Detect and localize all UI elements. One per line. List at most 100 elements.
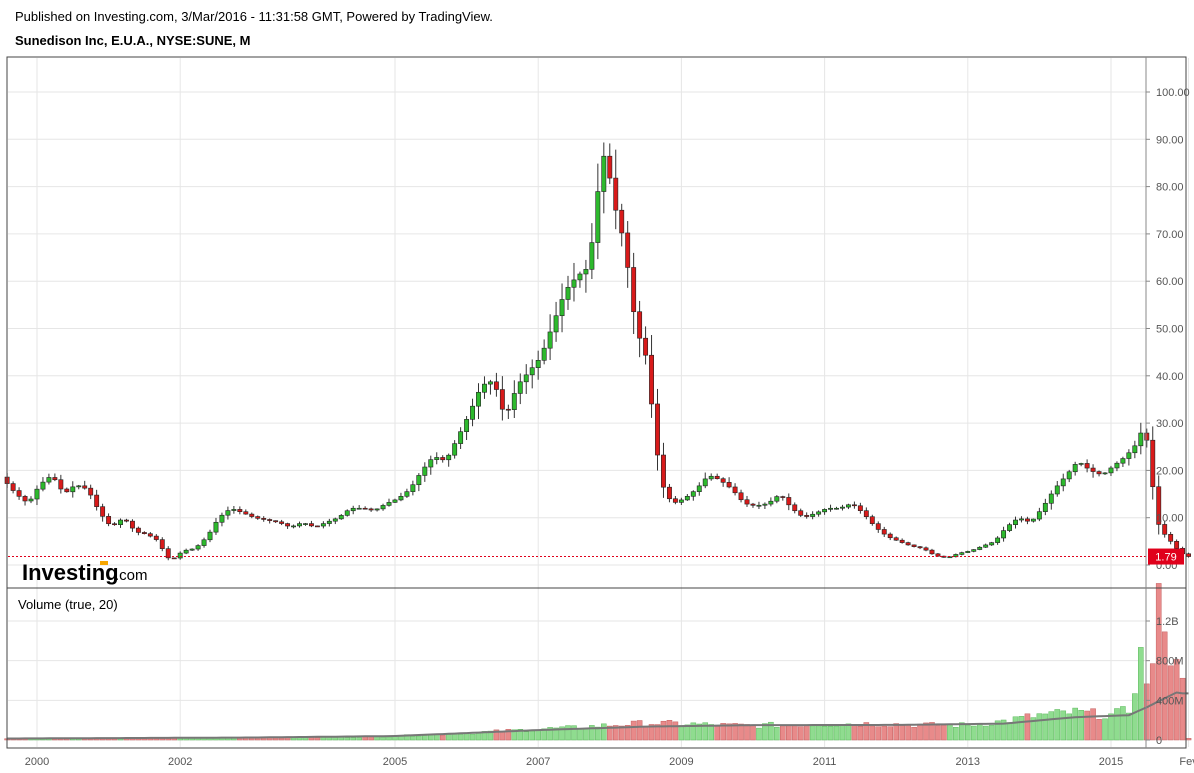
candle-body <box>249 513 255 517</box>
candle-body <box>1066 471 1072 480</box>
current-price-label: 1.79 <box>1155 552 1176 564</box>
volume-bar <box>1090 708 1096 741</box>
volume-bar <box>1120 706 1126 741</box>
volume-bar <box>851 724 858 741</box>
candle-body <box>416 475 422 486</box>
price-tick-label: 50.00 <box>1156 324 1184 336</box>
volume-bar <box>1066 713 1072 741</box>
volume-bar <box>499 731 506 741</box>
volume-indicator-label: Volume (true, 20) <box>18 597 118 612</box>
volume-bar <box>1185 738 1192 741</box>
candle-body <box>1174 541 1180 549</box>
candle-body <box>1102 472 1108 475</box>
candle-body <box>649 354 654 405</box>
candle-body <box>159 539 165 549</box>
candle-body <box>1138 432 1144 447</box>
candle-body <box>487 381 493 385</box>
time-tick-label: 2009 <box>669 756 693 768</box>
candle-body <box>434 457 440 460</box>
volume-bar <box>893 723 899 741</box>
price-tick-label: 10.00 <box>1156 513 1184 525</box>
candle-body <box>141 532 147 534</box>
volume-bar <box>887 726 893 741</box>
volume-bar <box>684 724 691 741</box>
volume-bar <box>815 725 822 741</box>
volume-bar <box>970 725 977 741</box>
candle-body <box>1024 518 1030 522</box>
volume-bar <box>278 737 285 741</box>
price-tick-label: 100.00 <box>1156 87 1190 99</box>
candle-body <box>100 506 106 517</box>
volume-bar <box>947 724 953 741</box>
volume-bar <box>1143 683 1150 741</box>
candle-body <box>577 273 583 281</box>
candle-body <box>58 479 64 490</box>
candle-body <box>822 509 828 513</box>
volume-bar <box>505 729 512 741</box>
volume-bar <box>941 724 947 741</box>
volume-bar <box>392 736 398 741</box>
time-tick-label: 2005 <box>383 756 407 768</box>
volume-tick-label: 1.2B <box>1156 616 1179 628</box>
volume-bar <box>666 720 673 741</box>
volume-bar <box>1072 707 1078 741</box>
candle-body <box>917 546 923 549</box>
candle-body <box>893 537 899 541</box>
candle-body <box>666 486 672 500</box>
volume-bar <box>517 729 524 741</box>
candle-body <box>82 485 88 489</box>
volume-bar <box>750 724 756 741</box>
volume-bar <box>959 722 965 741</box>
price-tick-label: 30.00 <box>1156 418 1184 430</box>
candle-body <box>225 510 231 516</box>
candle-body <box>10 483 16 491</box>
volume-bar <box>845 723 852 741</box>
volume-bar <box>606 725 613 741</box>
candle-body <box>726 482 732 488</box>
volume-bar <box>1161 631 1168 741</box>
axes: 0.0010.0020.0030.0040.0050.0060.0070.008… <box>25 87 1194 768</box>
candle-body <box>1120 458 1126 464</box>
candle-body <box>195 545 201 550</box>
candle-body <box>1126 452 1132 459</box>
volume-bar <box>422 735 428 741</box>
candle-body <box>607 155 613 179</box>
volume-bar <box>923 722 929 741</box>
volume-bar <box>1084 710 1090 741</box>
candle-body <box>684 495 690 501</box>
volume-bar <box>511 729 518 741</box>
candle-body <box>845 504 851 508</box>
candle-body <box>392 499 398 503</box>
candle-body <box>851 504 857 507</box>
volume-bar <box>1102 718 1108 741</box>
candle-body <box>523 374 529 383</box>
volume-bar <box>911 726 917 741</box>
time-tick-label: Fev <box>1179 756 1194 768</box>
volume-bar <box>774 727 780 741</box>
candle-body <box>995 537 1001 543</box>
volume-bar <box>720 723 726 741</box>
candle-body <box>517 381 523 394</box>
candle-body <box>446 454 452 461</box>
candle-body <box>583 269 589 275</box>
candle-body <box>529 367 535 376</box>
volume-bar <box>690 722 697 741</box>
candle-body <box>1084 463 1090 469</box>
volume-bar <box>1167 665 1174 741</box>
candle-body <box>834 507 839 510</box>
volume-bar <box>875 726 882 741</box>
candle-body <box>297 523 302 527</box>
price-tick-label: 70.00 <box>1156 229 1184 241</box>
volume-bar <box>738 723 744 741</box>
candle-body <box>189 548 195 551</box>
volume-bar <box>654 724 661 741</box>
candle-body <box>881 529 887 535</box>
candle-body <box>255 516 261 519</box>
candle-body <box>147 533 153 537</box>
candle-body <box>643 337 649 356</box>
candle-body <box>875 523 881 530</box>
candle-body <box>798 510 804 516</box>
volume-bar <box>744 724 750 741</box>
candle-body <box>1150 439 1156 488</box>
